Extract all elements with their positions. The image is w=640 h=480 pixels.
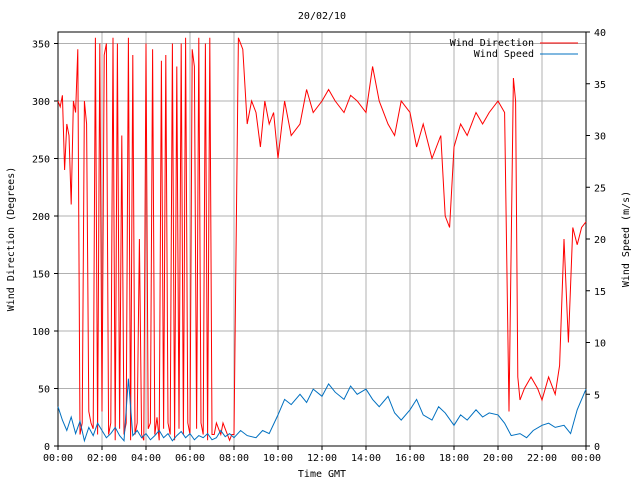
y-right-axis-label: Wind Speed (m/s): [621, 191, 632, 287]
y-left-tick-label: 250: [32, 155, 50, 166]
y-right-tick-label: 20: [594, 235, 606, 246]
y-right-tick-label: 30: [594, 132, 606, 143]
y-left-tick-label: 150: [32, 270, 50, 281]
x-tick-label: 02:00: [87, 453, 117, 464]
y-right-tick-label: 0: [594, 442, 600, 453]
chart-title: 20/02/10: [298, 11, 346, 22]
x-tick-label: 10:00: [263, 453, 293, 464]
y-left-tick-label: 50: [38, 385, 50, 396]
x-tick-label: 06:00: [175, 453, 205, 464]
y-right-tick-label: 40: [594, 28, 606, 39]
y-left-tick-labels: 0 50 100 150 200 250 300 350: [32, 40, 58, 453]
y-left-tick-label: 350: [32, 40, 50, 51]
y-left-tick-label: 200: [32, 212, 50, 223]
x-tick-label: 20:00: [483, 453, 513, 464]
x-tick-label: 12:00: [307, 453, 337, 464]
y-right-tick-label: 5: [594, 390, 600, 401]
legend-label-direction: Wind Direction: [450, 38, 534, 49]
y-left-axis-label: Wind Direction (Degrees): [6, 167, 17, 312]
x-tick-label: 16:00: [395, 453, 425, 464]
x-axis-label: Time GMT: [298, 469, 346, 480]
x-tick-labels: 00:00 02:00 04:00 06:00 08:00 10:00 12:00 14:00…: [43, 446, 601, 464]
y-right-tick-label: 25: [594, 183, 606, 194]
x-tick-label: 00:00: [43, 453, 73, 464]
y-left-tick-label: 300: [32, 97, 50, 108]
legend-label-speed: Wind Speed: [474, 49, 534, 60]
x-tick-label: 22:00: [527, 453, 557, 464]
x-tick-label: 18:00: [439, 453, 469, 464]
y-left-tick-label: 0: [44, 442, 50, 453]
series-wind-speed-line: [57, 378, 587, 443]
y-right-tick-labels: 0 5 10 15 20 25 30 35 40: [586, 28, 606, 453]
x-tick-label: 08:00: [219, 453, 249, 464]
legend: Wind Direction Wind Speed: [450, 38, 578, 60]
x-tick-label: 14:00: [351, 453, 381, 464]
y-right-tick-label: 10: [594, 339, 606, 350]
y-right-tick-label: 35: [594, 80, 606, 91]
x-tick-label: 04:00: [131, 453, 161, 464]
series-wind-direction-line: [57, 37, 587, 442]
x-tick-label: 00:00: [571, 453, 601, 464]
y-left-tick-label: 100: [32, 327, 50, 338]
y-right-tick-label: 15: [594, 287, 606, 298]
